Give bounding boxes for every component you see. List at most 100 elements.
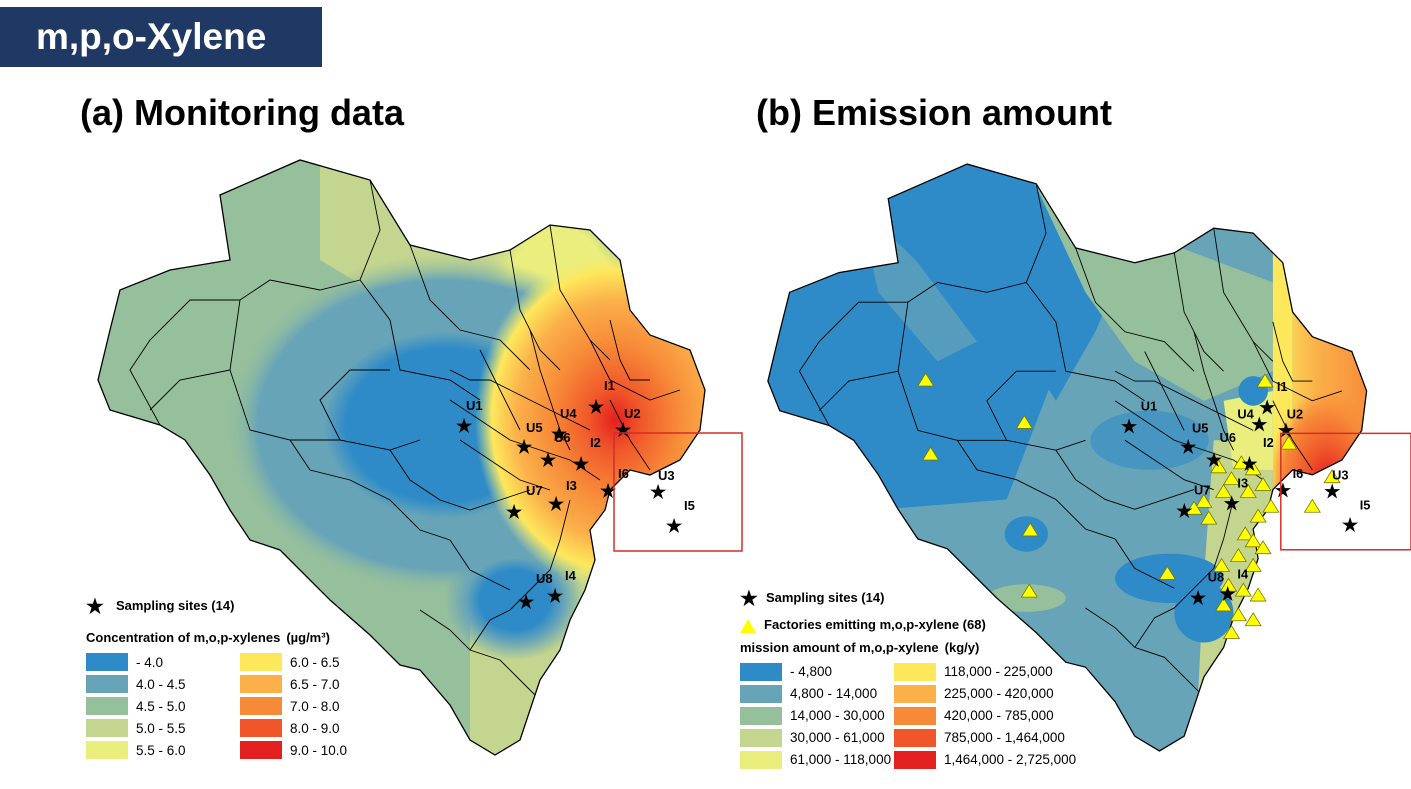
legend-heading-row: mission amount of m,o,p-xylene (kg/y) (740, 639, 1094, 657)
site-star-U5: ★ (516, 437, 533, 457)
factory-marker (917, 372, 935, 387)
legend-class-item: 7.0 - 8.0 (240, 697, 390, 715)
site-star-U7: ★ (506, 502, 523, 522)
panel-a-title: (a) Monitoring data (80, 92, 404, 133)
legend-class-label: 5.5 - 6.0 (136, 742, 186, 758)
factory-marker (1256, 373, 1274, 388)
site-label-U5: U5 (1192, 420, 1208, 435)
site-star-U4: ★ (1251, 414, 1268, 434)
legend-unit: (µg/m³) (286, 630, 330, 645)
site-label-U5: U5 (526, 420, 543, 435)
factory-marker (1020, 583, 1038, 598)
site-label-U3: U3 (658, 468, 675, 483)
factory-marker (1222, 471, 1241, 486)
site-label-U4: U4 (560, 406, 577, 421)
legend-class-label: 6.5 - 7.0 (290, 676, 340, 692)
site-label-U8: U8 (536, 571, 553, 586)
site-star-I4: ★ (1220, 584, 1237, 604)
factory-marker (1195, 493, 1213, 508)
factory-marker (1213, 557, 1231, 572)
site-star-U6: ★ (1206, 450, 1223, 470)
site-star-I3: ★ (1224, 493, 1241, 513)
site-star-I6: ★ (1275, 480, 1292, 500)
site-star-U1: ★ (1121, 416, 1138, 436)
site-label-I4: I4 (1237, 566, 1249, 581)
legend-class-item: 4.0 - 4.5 (86, 675, 236, 693)
factory-marker (1232, 455, 1250, 470)
site-label-I4: I4 (565, 568, 577, 583)
legend-swatch (894, 684, 936, 703)
site-label-U2: U2 (1287, 407, 1303, 422)
site-label-I1: I1 (1277, 379, 1288, 394)
legend-swatch (894, 706, 936, 725)
site-label-I2: I2 (1263, 435, 1274, 450)
legend-class-label: 7.0 - 8.0 (290, 698, 340, 714)
legend-swatch (240, 697, 282, 715)
site-label-U1: U1 (466, 398, 483, 413)
factory-marker (1229, 607, 1247, 622)
legend-sampling-sites: ★ Sampling sites (14) (740, 588, 885, 610)
factory-marker (1214, 597, 1233, 612)
legend-unit: (kg/y) (944, 639, 980, 655)
factory-marker (1015, 414, 1033, 429)
site-label-U6: U6 (1220, 430, 1236, 445)
panel-b-legend: ★ Sampling sites (14) Factories emitting … (740, 586, 1094, 769)
factory-marker (1185, 500, 1203, 515)
legend-class-label: 6.0 - 6.5 (290, 654, 340, 670)
figure-title: m,p,o-Xylene (36, 16, 267, 57)
legend-class-item: 1,464,000 - 2,725,000 (894, 750, 1094, 769)
legend-swatch (240, 741, 282, 759)
legend-heading-row: Concentration of m,o,p-xylenes (µg/m³) (86, 629, 390, 647)
site-star-I6: ★ (600, 481, 617, 501)
site-label-I2: I2 (590, 435, 601, 450)
legend-class-item: 9.0 - 10.0 (240, 741, 390, 759)
legend-class-label: 5.0 - 5.5 (136, 720, 186, 736)
site-label-I5: I5 (684, 498, 695, 513)
site-star-U2: ★ (615, 420, 632, 440)
legend-class-item: - 4.0 (86, 653, 236, 671)
factory-marker (1323, 469, 1341, 484)
legend-factories: Factories emitting m,o,p-xylene (68) (740, 617, 1094, 633)
factory-marker (1249, 587, 1267, 602)
site-label-U3: U3 (1332, 468, 1348, 483)
factory-marker (1244, 533, 1262, 548)
site-label-U7: U7 (526, 483, 543, 498)
legend-swatch (240, 653, 282, 671)
site-label-I3: I3 (566, 478, 577, 493)
panel-a-sites: ★U1 ★U2 ★U3 ★U4 ★U5 ★U6 ★U7 ★U8 ★I1 ★I2 … (456, 378, 695, 612)
panel-b-map: ★ U1 ★ U2 ★ U3 ★ U4 ★ U5 ★ U6 ★ U7 ★ U8 ★ I1 ★ I2 … (760, 140, 1411, 780)
legend-heading: mission amount of m,o,p-xylene (740, 639, 939, 655)
legend-class-label: 9.0 - 10.0 (290, 742, 348, 758)
legend-swatch (86, 675, 128, 693)
factory-marker (1222, 624, 1241, 639)
site-label-U7: U7 (1194, 483, 1210, 498)
legend-swatch (894, 750, 936, 769)
site-label-U4: U4 (1237, 407, 1254, 422)
factory-marker (1219, 577, 1238, 592)
panel-a-district-boundaries (129, 179, 681, 701)
site-star-I2: ★ (573, 454, 590, 474)
legend-swatch (86, 697, 128, 715)
panel-a-legend: ★ Sampling sites (14) Concentration of m,… (86, 594, 390, 759)
legend-class-item: 4,800 - 14,000 (740, 684, 890, 703)
site-label-I5: I5 (1360, 497, 1371, 512)
site-star-I1: ★ (1259, 398, 1276, 418)
site-star-U8: ★ (518, 592, 535, 612)
legend-class-item: 5.0 - 5.5 (86, 719, 236, 737)
site-star-U3: ★ (650, 482, 667, 502)
panel-b-title: (b) Emission amount (756, 92, 1113, 133)
factory-marker (1254, 540, 1272, 555)
legend-class-label: 4,800 - 14,000 (790, 686, 878, 702)
legend-class-label: - 4,800 (790, 664, 833, 680)
legend-heading: Concentration of m,o,p-xylenes (86, 630, 281, 645)
panel-b-map-svg: ★U1 ★U2 ★U3 ★U4 ★U5 ★U6 ★U7 ★U8 ★I1 ★I2 … (767, 163, 1411, 752)
legend-class-label: 225,000 - 420,000 (944, 686, 1054, 702)
legend-class-item: 785,000 - 1,464,000 (894, 728, 1094, 747)
site-star-U4: ★ (551, 424, 568, 444)
legend-class-item: 4.5 - 5.0 (86, 697, 236, 715)
factory-marker (1158, 565, 1176, 580)
factory-marker (1229, 548, 1247, 562)
site-star-U8: ★ (1190, 588, 1207, 608)
legend-class-item: 30,000 - 61,000 (740, 728, 890, 747)
panel-b-inset-box (1280, 432, 1411, 551)
